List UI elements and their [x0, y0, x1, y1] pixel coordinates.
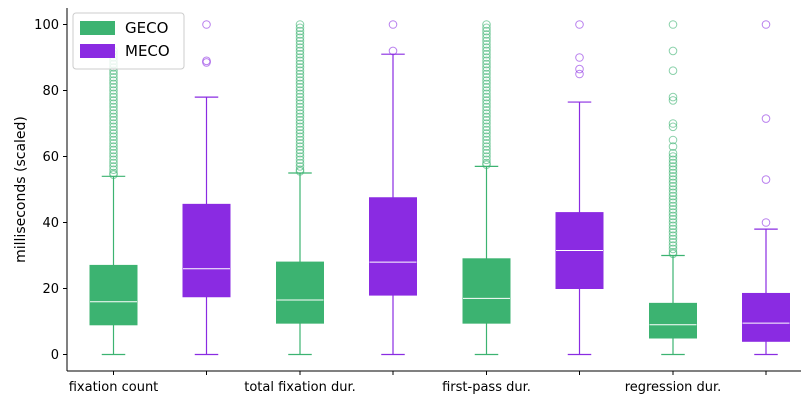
outlier-meco-0-0 — [203, 59, 211, 67]
outlier-meco-1-1 — [389, 21, 397, 29]
legend-label-meco: MECO — [125, 42, 170, 60]
outlier-meco-3-2 — [762, 115, 770, 123]
y-tick-label-0: 0 — [51, 348, 59, 363]
outlier-meco-2-1 — [576, 65, 584, 73]
legend-label-geco: GECO — [125, 19, 168, 37]
legend-swatch-meco — [80, 44, 115, 58]
y-tick-label-5: 100 — [34, 18, 59, 33]
box-geco-1 — [277, 262, 324, 323]
box-geco-3 — [650, 303, 697, 338]
outlier-meco-3-0 — [762, 219, 770, 227]
outlier-meco-2-3 — [576, 21, 584, 29]
outlier-meco-0-2 — [203, 21, 211, 29]
outlier-geco-3-40 — [669, 21, 677, 29]
box-geco-0 — [90, 265, 137, 324]
y-tick-label-2: 40 — [42, 216, 59, 231]
x-tick-label-3: regression dur. — [625, 380, 722, 395]
x-tick-label-0: fixation count — [69, 380, 159, 395]
x-tick-label-1: total fixation dur. — [244, 380, 356, 395]
y-tick-label-4: 80 — [42, 84, 59, 99]
y-tick-label-3: 60 — [42, 150, 59, 165]
box-geco-2 — [463, 259, 510, 323]
x-tick-label-2: first-pass dur. — [442, 380, 531, 395]
outlier-meco-3-3 — [762, 21, 770, 29]
y-tick-label-1: 20 — [42, 282, 59, 297]
outlier-geco-3-38 — [669, 67, 677, 75]
outlier-meco-3-1 — [762, 176, 770, 184]
y-axis-label: milliseconds (scaled) — [13, 116, 29, 263]
legend-swatch-geco — [80, 21, 115, 35]
outlier-meco-0-1 — [203, 57, 211, 65]
box-meco-1 — [370, 198, 417, 295]
box-meco-0 — [183, 204, 230, 296]
outlier-meco-2-2 — [576, 54, 584, 62]
outlier-meco-1-0 — [389, 47, 397, 55]
outlier-geco-3-39 — [669, 47, 677, 55]
box-meco-3 — [743, 293, 790, 341]
